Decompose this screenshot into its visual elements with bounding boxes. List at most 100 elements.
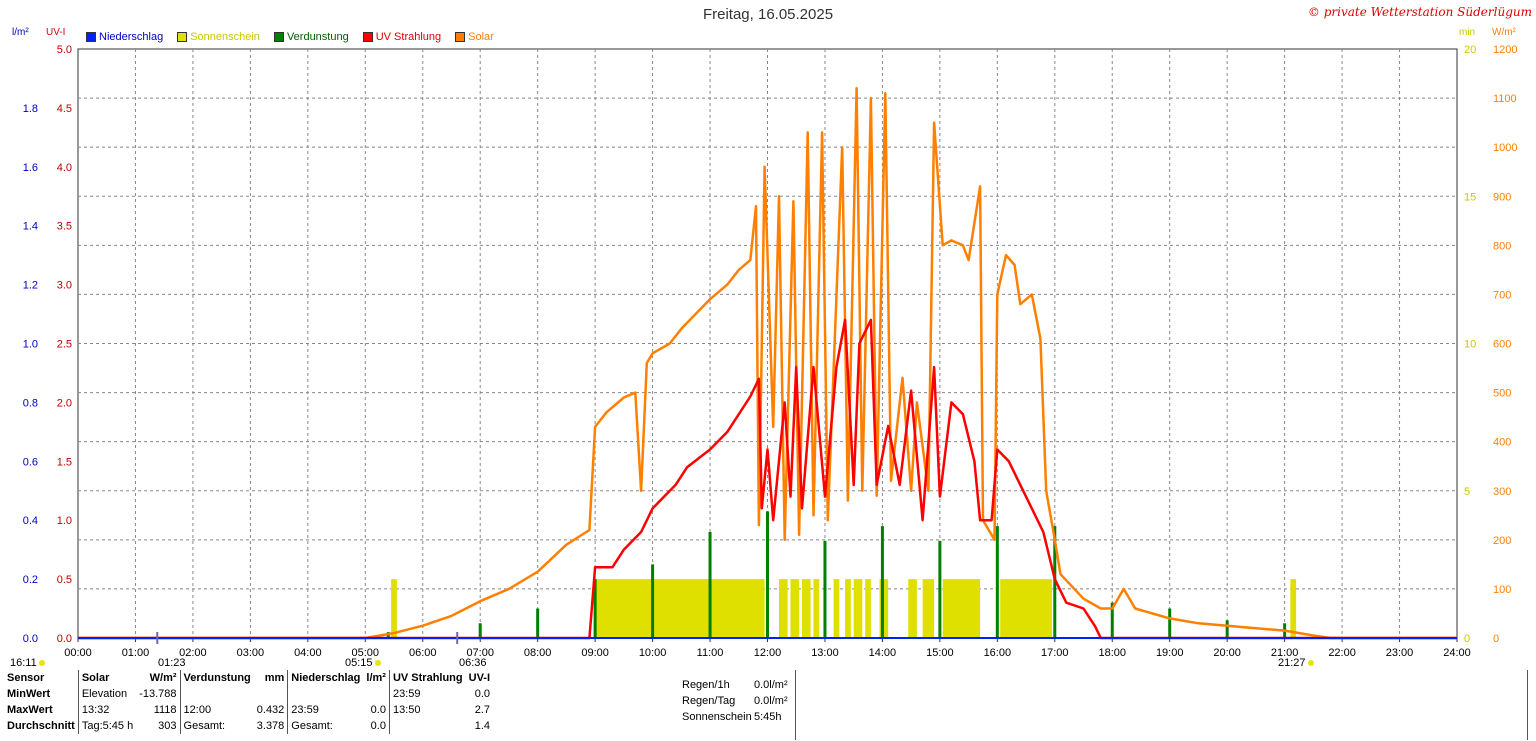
event-moonset: 01:23 bbox=[158, 657, 186, 669]
evaporation-bar bbox=[651, 564, 655, 638]
sunshine-bar bbox=[1000, 579, 1052, 638]
evaporation-bar bbox=[995, 526, 999, 638]
y-tick-label-uv: 2.0 bbox=[57, 397, 72, 409]
sun-dot-icon bbox=[38, 660, 45, 667]
x-tick-label: 09:00 bbox=[581, 647, 609, 659]
y-tick-label-solar: 300 bbox=[1493, 486, 1511, 498]
stats-row-min: MinWert Elevation -13.788 23:59 0.0 bbox=[4, 686, 493, 702]
event-sunrise: 05:15 bbox=[345, 657, 381, 669]
y-tick-label-solar: 900 bbox=[1493, 191, 1511, 203]
legend-item-sonnenschein: Sonnenschein bbox=[177, 31, 260, 43]
x-tick-label: 19:00 bbox=[1156, 647, 1184, 659]
evaporation-bar bbox=[823, 540, 827, 638]
uv-min-value: 0.0 bbox=[474, 688, 491, 700]
x-tick-label: 10:00 bbox=[639, 647, 667, 659]
y-tick-label-solar: 400 bbox=[1493, 437, 1511, 449]
uv-min-time: 23:59 bbox=[388, 686, 466, 702]
rain-summary: Regen/1h 0.0l/m² Regen/Tag 0.0l/m² Sonnens… bbox=[682, 677, 788, 725]
nied-total-label: Gesamt: bbox=[287, 718, 364, 734]
chart-legend: Niederschlag Sonnenschein Verdunstung UV… bbox=[86, 31, 494, 43]
sun-dot-icon bbox=[1307, 660, 1314, 667]
right-min-unit: min bbox=[1459, 27, 1476, 38]
y-tick-label-uv: 5.0 bbox=[57, 44, 72, 56]
y-tick-label-solar: 1000 bbox=[1493, 142, 1517, 154]
y-tick-label-uv: 1.0 bbox=[57, 515, 72, 527]
hdr-solar: Solar bbox=[77, 670, 137, 686]
event-time: 05:15 bbox=[345, 657, 373, 669]
sunshine-bar bbox=[922, 579, 935, 638]
event-time: 16:11 bbox=[10, 657, 37, 669]
x-tick-label: 03:00 bbox=[237, 647, 265, 659]
sunshine-bar bbox=[908, 579, 917, 638]
hdr-sensor: Sensor bbox=[7, 672, 45, 684]
y-tick-label-uv: 0.5 bbox=[57, 574, 72, 586]
x-tick-label: 20:00 bbox=[1213, 647, 1241, 659]
y-tick-label-solar: 800 bbox=[1493, 240, 1511, 252]
solar-avg-value: 303 bbox=[158, 720, 177, 732]
legend-item-verdunstung: Verdunstung bbox=[273, 31, 349, 43]
evaporation-bar bbox=[593, 579, 597, 638]
y-tick-label-uv: 4.5 bbox=[57, 103, 72, 115]
y-tick-label-rain: 1.4 bbox=[23, 221, 38, 233]
sunshine-bar bbox=[813, 579, 820, 638]
event-sunset: 21:27 bbox=[1278, 657, 1314, 669]
sun-dot-icon bbox=[374, 660, 381, 667]
y-tick-label-uv: 4.0 bbox=[57, 162, 72, 174]
evaporation-bar bbox=[1168, 608, 1172, 638]
rain-summary-label: Regen/1h bbox=[682, 679, 730, 691]
sunshine-bar bbox=[942, 579, 981, 638]
legend-swatch bbox=[177, 32, 188, 42]
uv-max-time: 13:50 bbox=[388, 702, 466, 718]
legend-swatch bbox=[362, 32, 373, 42]
legend-label: UV Strahlung bbox=[375, 31, 442, 43]
legend-item-solar: Solar bbox=[455, 31, 494, 43]
right-solar-unit: W/m² bbox=[1492, 27, 1516, 38]
sunshine-bar bbox=[595, 579, 765, 638]
y-tick-label-rain: 0.4 bbox=[23, 515, 38, 527]
legend-label: Solar bbox=[468, 31, 494, 43]
rain-summary-row: Regen/Tag 0.0l/m² bbox=[682, 693, 788, 709]
solar-avg-label: Tag:5:45 h bbox=[77, 718, 137, 734]
x-tick-label: 08:00 bbox=[524, 647, 552, 659]
legend-swatch bbox=[273, 32, 284, 42]
sunshine-bar bbox=[1290, 579, 1297, 638]
uv-max-value: 2.7 bbox=[474, 704, 491, 716]
left-uv-unit: UV-I bbox=[46, 27, 66, 38]
x-tick-label: 05:00 bbox=[352, 647, 380, 659]
row-label-avg: Durchschnitt bbox=[7, 720, 75, 732]
verd-total-label: Gesamt: bbox=[179, 718, 254, 734]
y-tick-label-rain: 1.0 bbox=[23, 339, 38, 351]
x-tick-label: 22:00 bbox=[1328, 647, 1356, 659]
x-tick-label: 00:00 bbox=[64, 647, 92, 659]
y-tick-label-uv: 3.0 bbox=[57, 280, 72, 292]
evaporation-bar bbox=[708, 531, 712, 638]
y-tick-label-min: 5 bbox=[1464, 486, 1470, 498]
rain-summary-value: 0.0l/m² bbox=[754, 679, 788, 691]
sunshine-bar bbox=[801, 579, 811, 638]
verd-min-value bbox=[254, 686, 288, 702]
uv-avg-value: 1.4 bbox=[474, 720, 491, 732]
event-time: 21:27 bbox=[1278, 657, 1306, 669]
legend-item-uv-strahlung: UV Strahlung bbox=[362, 31, 442, 43]
x-tick-label: 16:00 bbox=[984, 647, 1012, 659]
rain-summary-row: Sonnenschein 5:45h bbox=[682, 709, 788, 725]
rain-summary-value: 0.0l/m² bbox=[754, 695, 788, 707]
station-credit: © private Wetterstation Süderlügum bbox=[1307, 5, 1532, 19]
event-moonrise: 06:36 bbox=[459, 657, 487, 669]
y-tick-label-rain: 0.0 bbox=[23, 633, 38, 645]
y-tick-label-rain: 1.6 bbox=[23, 162, 38, 174]
y-tick-label-solar: 1100 bbox=[1493, 93, 1517, 105]
legend-label: Niederschlag bbox=[99, 31, 164, 43]
x-tick-label: 21:00 bbox=[1271, 647, 1299, 659]
nied-min-time bbox=[287, 686, 364, 702]
hdr-verd-unit: mm bbox=[264, 672, 285, 684]
x-tick-label: 06:00 bbox=[409, 647, 437, 659]
legend-label: Verdunstung bbox=[286, 31, 349, 43]
y-tick-label-min: 10 bbox=[1464, 339, 1476, 351]
evaporation-bar bbox=[1053, 526, 1057, 638]
y-tick-label-solar: 200 bbox=[1493, 535, 1511, 547]
x-tick-label: 17:00 bbox=[1041, 647, 1069, 659]
x-tick-label: 02:00 bbox=[179, 647, 207, 659]
legend-item-niederschlag: Niederschlag bbox=[86, 31, 163, 43]
